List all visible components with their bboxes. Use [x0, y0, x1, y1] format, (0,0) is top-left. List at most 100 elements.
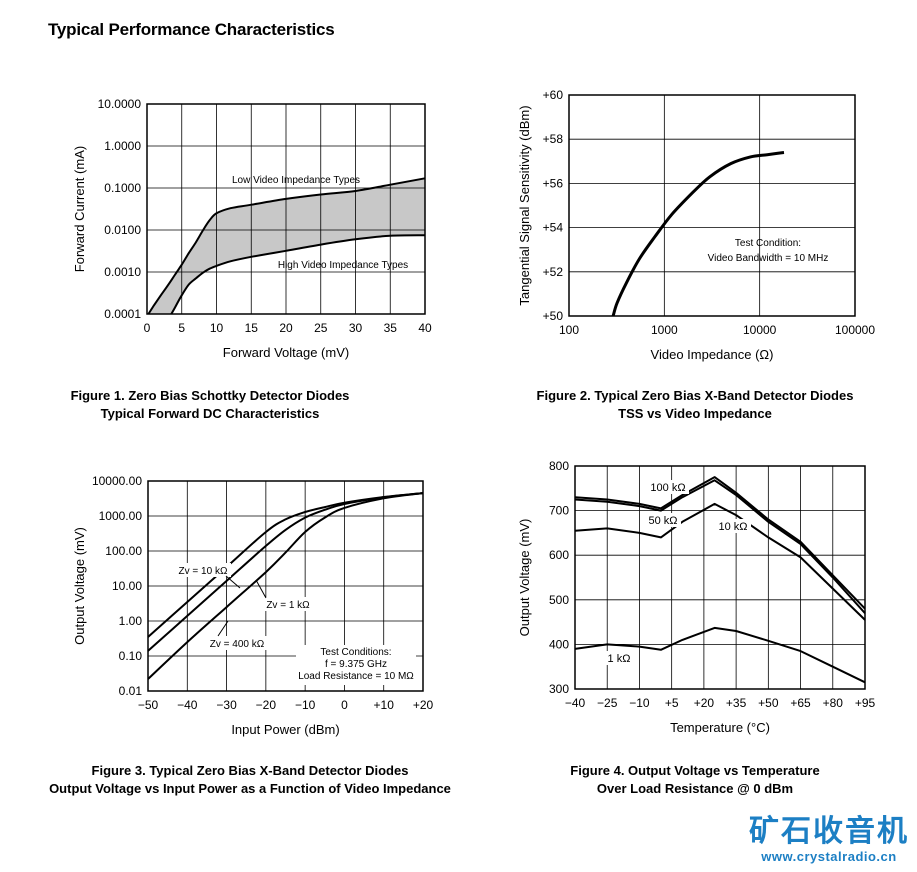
fig4-label-bg-1k	[603, 651, 635, 665]
fig2-y-tick-label: +58	[543, 132, 564, 146]
fig3-conditions-title: Test Conditions:	[320, 647, 391, 658]
figure-3-caption-line2: Output Voltage vs Input Power as a Funct…	[49, 781, 451, 796]
fig4-series-line-3	[574, 626, 866, 684]
fig4-y-tick-label: 500	[549, 593, 569, 607]
figure-4-caption-line2: Over Load Resistance @ 0 dBm	[596, 781, 794, 796]
figure-4-caption: Figure 4. Output Voltage vs Temperature …	[540, 762, 850, 798]
fig4-frame	[574, 465, 866, 690]
fig4-y-tick-label: 400	[549, 637, 569, 651]
watermark: 矿石收音机 www.crystalradio.cn	[749, 814, 909, 865]
fig3-conditions-frequency: f = 9.375 GHz	[325, 659, 387, 670]
fig2-annotation-bandwidth: Video Bandwidth = 10 MHz	[708, 253, 829, 264]
fig4-series-line-1	[574, 479, 866, 614]
fig4-y-tick-label: 600	[549, 548, 569, 562]
fig4-label-bg-100k	[647, 480, 689, 494]
fig1-y-tick-label: 0.0001	[104, 307, 141, 321]
fig1-y-tick-label: 1.0000	[104, 139, 141, 153]
fig1-annotation-low: Low Video Impedance Types	[232, 175, 360, 186]
watermark-name: 矿石收音机	[749, 814, 909, 849]
fig4-x-tick-label: −40	[565, 696, 586, 710]
fig2-x-tick-label: 10000	[743, 323, 777, 337]
fig3-x-tick-label: −20	[256, 698, 277, 712]
fig2-x-tick-label: 100000	[835, 323, 875, 337]
fig3-x-axis-label: Input Power (dBm)	[231, 722, 339, 737]
fig4-x-tick-label: −25	[597, 696, 618, 710]
fig2-y-tick-label: +50	[543, 309, 564, 323]
fig1-y-tick-label: 0.0100	[104, 223, 141, 237]
fig4-label-bg-10k	[715, 519, 751, 533]
fig4-x-tick-label: +50	[758, 696, 779, 710]
fig1-low-impedance-curve	[147, 177, 426, 315]
fig1-y-axis-label: Forward Current (mA)	[72, 146, 87, 272]
fig3-series-line-1	[147, 492, 424, 652]
fig3-label-400k: Zv = 400 kΩ	[210, 639, 265, 650]
fig3-x-tick-label: −30	[216, 698, 237, 712]
fig4-x-tick-label: −10	[629, 696, 650, 710]
fig3-x-tick-label: −50	[138, 698, 159, 712]
figure-1-caption-line2: Typical Forward DC Characteristics	[100, 406, 320, 421]
fig3-label-bg-1k	[262, 597, 314, 611]
fig4-y-tick-label: 300	[549, 682, 569, 696]
figure-3-caption: Figure 3. Typical Zero Bias X-Band Detec…	[40, 762, 460, 798]
fig4-x-tick-label: +80	[823, 696, 844, 710]
fig4-label-50k: 50 kΩ	[648, 515, 677, 527]
fig1-y-tick-label: 0.1000	[104, 181, 141, 195]
fig1-x-tick-label: 35	[384, 321, 398, 335]
fig3-x-tick-label: 0	[341, 698, 348, 712]
fig3-x-tick-label: −40	[177, 698, 198, 712]
fig3-conditions-load: Load Resistance = 10 MΩ	[298, 671, 414, 682]
fig3-label-10k: Zv = 10 kΩ	[179, 566, 228, 577]
fig2-annotation-title: Test Condition:	[735, 238, 801, 249]
fig3-series-line-2	[147, 492, 424, 680]
fig3-x-tick-label: +20	[413, 698, 434, 712]
page-title: Typical Performance Characteristics	[48, 20, 335, 39]
fig4-label-100k: 100 kΩ	[650, 482, 685, 494]
fig1-y-tick-label: 10.0000	[98, 97, 142, 111]
figure-2-caption-line1: Figure 2. Typical Zero Bias X-Band Detec…	[536, 388, 854, 403]
fig4-x-tick-label: +5	[665, 696, 679, 710]
fig3-leader-10k	[225, 575, 241, 589]
fig4-label-bg-50k	[645, 513, 681, 527]
fig3-label-1k: Zv = 1 kΩ	[266, 600, 310, 611]
fig1-x-tick-label: 30	[349, 321, 363, 335]
figure-3-caption-line1: Figure 3. Typical Zero Bias X-Band Detec…	[91, 763, 409, 778]
fig4-x-tick-label: +65	[790, 696, 811, 710]
fig4-label-1k: 1 kΩ	[608, 653, 631, 665]
fig4-y-tick-label: 800	[549, 459, 569, 473]
fig2-y-tick-label: +52	[543, 265, 564, 279]
fig3-label-bg-10k	[175, 563, 231, 577]
figure-4-caption-line1: Figure 4. Output Voltage vs Temperature	[570, 763, 820, 778]
fig1-x-tick-label: 25	[314, 321, 328, 335]
fig2-x-axis-label: Video Impedance (Ω)	[651, 347, 774, 362]
fig4-x-axis-label: Temperature (°C)	[670, 720, 770, 735]
figure-1-caption: Figure 1. Zero Bias Schottky Detector Di…	[60, 387, 360, 423]
fig1-x-tick-label: 20	[279, 321, 293, 335]
fig3-y-tick-label: 10000.00	[92, 474, 142, 488]
fig1-x-tick-label: 40	[418, 321, 432, 335]
fig1-x-tick-label: 15	[245, 321, 259, 335]
fig2-y-tick-label: +54	[543, 221, 564, 235]
fig1-annotation-high: High Video Impedance Types	[278, 260, 408, 271]
fig2-x-tick-label: 100	[559, 323, 579, 337]
fig2-y-tick-label: +56	[543, 176, 564, 190]
fig2-x-tick-label: 1000	[651, 323, 678, 337]
fig3-leader-1k	[255, 579, 267, 599]
fig4-x-tick-label: +20	[694, 696, 715, 710]
fig2-tss-curve	[611, 151, 785, 317]
fig1-x-tick-label: 0	[144, 321, 151, 335]
fig1-x-axis-label: Forward Voltage (mV)	[223, 345, 349, 360]
fig4-series-line-2	[574, 502, 866, 621]
fig4-y-axis-label: Output Voltage (mV)	[517, 519, 532, 637]
fig1-y-tick-label: 0.0010	[104, 265, 141, 279]
fig3-y-tick-label: 0.01	[119, 684, 143, 698]
figure-2-caption-line2: TSS vs Video Impedance	[618, 406, 772, 421]
fig4-label-10k: 10 kΩ	[718, 521, 747, 533]
fig1-high-impedance-curve	[170, 234, 426, 315]
fig3-y-tick-label: 10.00	[112, 579, 142, 593]
fig2-frame	[568, 94, 856, 317]
fig3-label-bg-400k	[205, 636, 269, 650]
fig3-x-tick-label: +10	[374, 698, 395, 712]
fig3-y-axis-label: Output Voltage (mV)	[72, 527, 87, 645]
figure-2-caption: Figure 2. Typical Zero Bias X-Band Detec…	[520, 387, 870, 423]
watermark-url: www.crystalradio.cn	[761, 849, 897, 864]
